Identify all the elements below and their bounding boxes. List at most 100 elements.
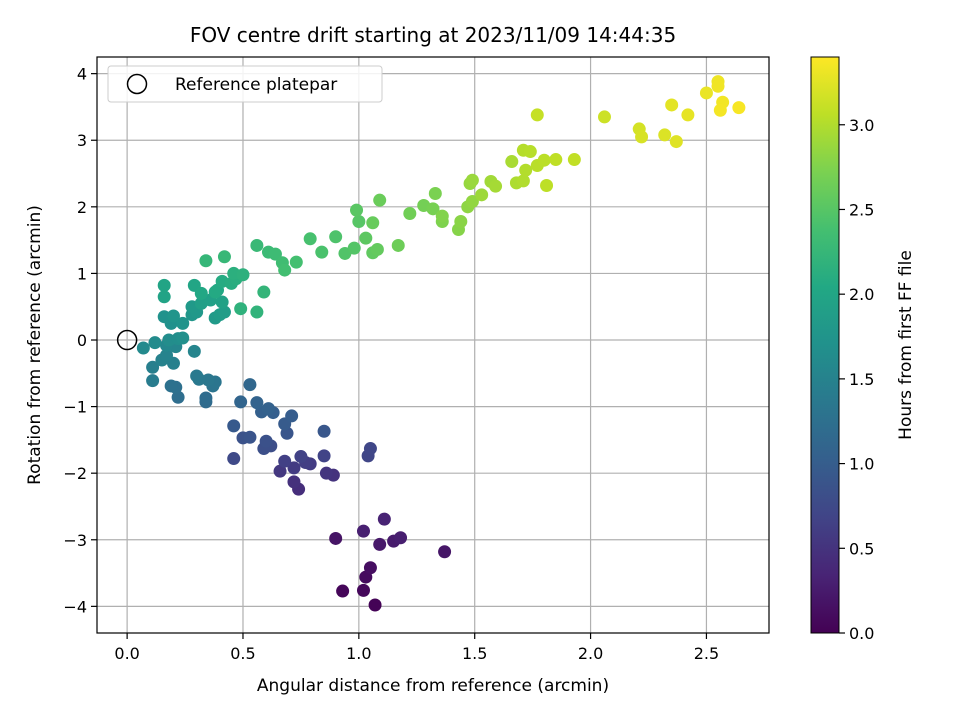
legend: Reference platepar (107, 65, 383, 103)
colorbar-tick-label: 1.0 (849, 455, 874, 474)
data-point (391, 238, 405, 252)
data-point (352, 214, 366, 228)
data-point (317, 449, 331, 463)
x-tick-label: 0.0 (114, 644, 139, 663)
x-tick-label: 0.5 (230, 644, 255, 663)
data-point (489, 179, 503, 193)
y-tick-label: 4 (77, 65, 87, 84)
x-tick-label: 2.0 (578, 644, 603, 663)
data-point (257, 285, 271, 299)
data-point (157, 290, 171, 304)
reference-platepar-marker (116, 329, 138, 351)
data-point (363, 442, 377, 456)
data-point (217, 250, 231, 264)
data-point (475, 188, 489, 202)
data-point (567, 153, 581, 167)
data-point (199, 391, 213, 405)
y-tick-label: −2 (63, 464, 87, 483)
data-point (454, 214, 468, 228)
data-point (438, 545, 452, 559)
data-point (243, 378, 257, 392)
data-point (711, 79, 725, 93)
data-point (681, 108, 695, 122)
colorbar-tick-label: 2.0 (849, 285, 874, 304)
data-point (347, 241, 361, 255)
data-point (187, 344, 201, 358)
plot-frame (96, 56, 770, 634)
data-point (227, 419, 241, 433)
data-point (368, 598, 382, 612)
colorbar (810, 56, 840, 634)
x-tick-label: 2.5 (694, 644, 719, 663)
data-point (199, 254, 213, 268)
data-point (259, 434, 273, 448)
data-point (234, 302, 248, 316)
y-tick-label: 3 (77, 131, 87, 150)
data-point (377, 512, 391, 526)
data-point (336, 584, 350, 598)
colorbar-tick-label: 0.5 (849, 539, 874, 558)
data-point (530, 108, 544, 122)
data-point (176, 331, 190, 345)
data-point (273, 464, 287, 478)
grid-lines (97, 57, 769, 633)
data-point (289, 255, 303, 269)
data-point (356, 524, 370, 538)
colorbar-ticks: 0.0 0.5 1.0 1.5 2.0 2.5 3.0 (839, 116, 874, 643)
data-point (250, 305, 264, 319)
x-tick-label: 1.0 (346, 644, 371, 663)
data-point (403, 206, 417, 220)
data-point (366, 216, 380, 230)
data-point (250, 396, 264, 410)
data-point (227, 452, 241, 466)
y-ticks: −4 −3 −2 −1 0 1 2 3 4 (63, 65, 97, 616)
data-point (394, 531, 408, 545)
data-point (516, 174, 530, 188)
y-axis-label: Rotation from reference (arcmin) (25, 205, 45, 485)
data-point (665, 98, 679, 112)
y-tick-label: −4 (63, 597, 87, 616)
data-point (160, 348, 174, 362)
data-point (505, 155, 519, 169)
data-point (732, 101, 746, 115)
data-point (136, 341, 150, 355)
data-point (278, 454, 292, 468)
data-point (157, 310, 171, 324)
data-point (465, 173, 479, 187)
data-point (373, 537, 387, 551)
data-point (356, 583, 370, 597)
data-point (166, 309, 180, 323)
data-point (201, 373, 215, 387)
data-point (176, 316, 190, 330)
data-point (157, 278, 171, 292)
data-point (146, 360, 160, 374)
data-point (171, 390, 185, 404)
data-point (370, 242, 384, 256)
legend-marker-icon (126, 73, 148, 95)
data-point (148, 336, 162, 350)
data-point (350, 203, 364, 217)
data-point (435, 209, 449, 223)
x-axis-label: Angular distance from reference (arcmin) (257, 676, 609, 696)
data-point (303, 232, 317, 246)
data-point (699, 86, 713, 100)
data-point (329, 531, 343, 545)
data-point (208, 285, 222, 299)
data-point (194, 286, 208, 300)
data-point (236, 268, 250, 282)
data-point (285, 409, 299, 423)
data-point (359, 231, 373, 245)
data-point (287, 461, 301, 475)
data-point (278, 263, 292, 277)
reference-marker-layer (116, 329, 138, 351)
data-point (669, 135, 683, 149)
data-point (294, 450, 308, 464)
legend-entry-reference: Reference platepar (175, 75, 337, 95)
data-point (146, 374, 160, 388)
data-point (373, 193, 387, 207)
data-point (597, 110, 611, 124)
y-tick-label: −1 (63, 398, 87, 417)
data-point (465, 194, 479, 208)
